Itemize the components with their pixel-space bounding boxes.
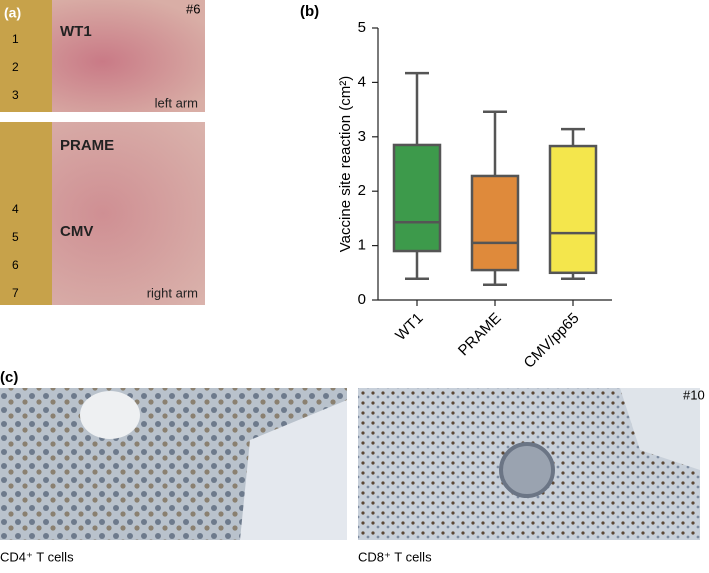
panel-label: (c)	[0, 369, 18, 386]
photo-label: left arm	[155, 95, 198, 110]
box	[392, 143, 442, 253]
y-tick-label: 0	[358, 291, 366, 308]
stroma	[240, 400, 347, 540]
photo-label: WT1	[60, 23, 92, 40]
ruler-label: 1	[12, 32, 19, 46]
ruler-label: 6	[12, 258, 19, 272]
panel-label: (b)	[300, 3, 319, 20]
x-tick-label: WT1	[392, 310, 426, 344]
ruler-label: 4	[12, 202, 19, 216]
caption: CD4⁺ T cells	[0, 549, 74, 564]
ruler-label: 2	[12, 60, 19, 74]
ruler	[0, 122, 52, 305]
photo-label: CMV	[60, 223, 93, 240]
y-axis-label: Vaccine site reaction (cm²)	[337, 76, 354, 252]
ruler	[0, 0, 52, 112]
stroma	[620, 388, 700, 470]
sample-id: #10	[683, 387, 705, 402]
caption: CD8⁺ T cells	[358, 549, 432, 564]
x-tick-label: PRAME	[455, 310, 505, 360]
box	[548, 144, 598, 275]
photo-label: PRAME	[60, 137, 114, 154]
y-tick-label: 1	[358, 237, 366, 254]
y-tick-label: 4	[358, 73, 366, 90]
ruler-label: 7	[12, 286, 19, 300]
panel-label: (a)	[4, 5, 21, 21]
box	[470, 174, 520, 272]
x-tick-label: CMV/pp65	[520, 310, 582, 372]
sample-id: #6	[186, 1, 200, 16]
ruler-label: 3	[12, 88, 19, 102]
ruler-label: 5	[12, 230, 19, 244]
y-tick-label: 5	[358, 19, 366, 36]
photo-label: right arm	[147, 285, 198, 300]
y-tick-label: 2	[358, 182, 366, 199]
box-plot: 0 1 2 3 4 5 Vaccine site reaction (cm²) WT1 PRAM…	[337, 19, 612, 372]
vessel	[80, 391, 140, 439]
y-tick-label: 3	[358, 128, 366, 145]
follicle	[499, 442, 555, 498]
